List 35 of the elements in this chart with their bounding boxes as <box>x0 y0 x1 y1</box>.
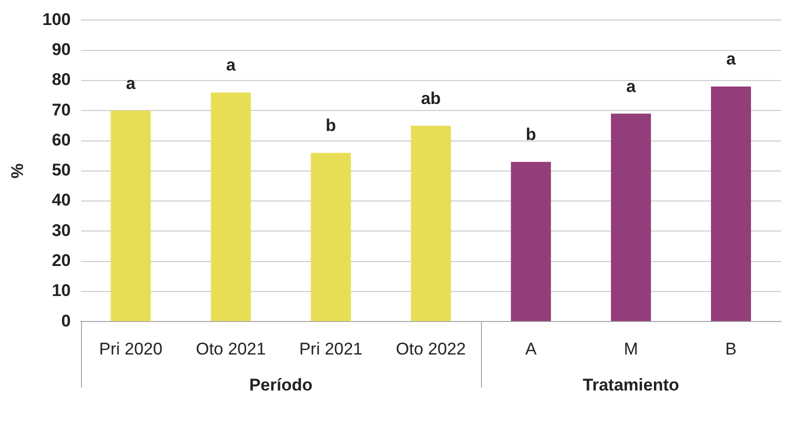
y-tick-label: 100 <box>42 10 71 29</box>
y-tick-label: 30 <box>52 220 71 240</box>
y-tick-label: 20 <box>52 251 71 270</box>
annotation: b <box>326 116 336 136</box>
bar <box>510 162 551 322</box>
bar <box>110 110 151 322</box>
y-axis-title: % <box>8 163 27 178</box>
bar <box>710 86 751 322</box>
x-tick-label: Pri 2021 <box>299 339 363 358</box>
bar <box>210 92 251 322</box>
y-tick-label: 50 <box>52 160 71 180</box>
x-tick-label: M <box>624 339 638 358</box>
x-tick-label: Oto 2022 <box>396 339 466 358</box>
annotation: a <box>626 76 636 96</box>
y-tick-label: 0 <box>61 311 71 330</box>
annotation: b <box>526 125 536 144</box>
y-tick-label: 70 <box>52 100 71 120</box>
x-tick-label: A <box>525 339 538 358</box>
x-tick-label: B <box>725 339 737 358</box>
text: Tratamiento <box>582 375 680 394</box>
y-tick-label: 80 <box>52 70 71 90</box>
y-tick-label: 10 <box>52 281 71 300</box>
text: Período <box>249 375 312 394</box>
x-tick-label: Pri 2020 <box>99 339 162 358</box>
x-tick-label: Oto 2021 <box>196 339 266 358</box>
annotation: a <box>126 74 136 93</box>
bar <box>610 114 651 322</box>
annotation: ab <box>420 88 441 108</box>
bar <box>310 152 351 322</box>
y-tick-label: 40 <box>52 190 71 210</box>
y-tick-label: 60 <box>52 130 71 150</box>
annotation: a <box>226 56 236 75</box>
y-tick-label: 90 <box>52 40 71 60</box>
bar <box>410 126 451 322</box>
annotation: a <box>726 50 736 69</box>
